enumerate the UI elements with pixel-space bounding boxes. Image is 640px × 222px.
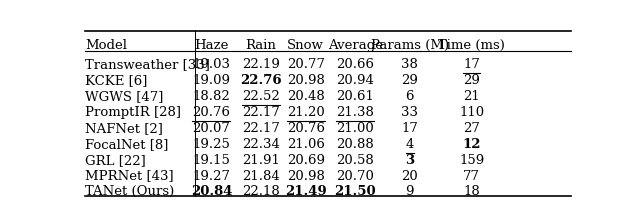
Text: 17: 17 — [463, 58, 480, 71]
Text: 20.58: 20.58 — [337, 154, 374, 167]
Text: 20.88: 20.88 — [337, 138, 374, 151]
Text: 20.76: 20.76 — [193, 106, 230, 119]
Text: 22.18: 22.18 — [242, 185, 280, 198]
Text: 18.82: 18.82 — [193, 90, 230, 103]
Text: 29: 29 — [463, 74, 480, 87]
Text: 20.07: 20.07 — [193, 122, 230, 135]
Text: 21.91: 21.91 — [242, 154, 280, 167]
Text: 19.03: 19.03 — [193, 58, 230, 71]
Text: FocalNet [8]: FocalNet [8] — [85, 138, 168, 151]
Text: 20.48: 20.48 — [287, 90, 324, 103]
Text: NAFNet [2]: NAFNet [2] — [85, 122, 163, 135]
Text: 22.34: 22.34 — [242, 138, 280, 151]
Text: 159: 159 — [460, 154, 484, 167]
Text: 19.25: 19.25 — [193, 138, 230, 151]
Text: Average: Average — [328, 39, 383, 52]
Text: Snow: Snow — [287, 39, 324, 52]
Text: 20.77: 20.77 — [287, 58, 324, 71]
Text: 20.61: 20.61 — [337, 90, 374, 103]
Text: 9: 9 — [406, 185, 414, 198]
Text: WGWS [47]: WGWS [47] — [85, 90, 163, 103]
Text: 20.70: 20.70 — [337, 170, 374, 182]
Text: 20: 20 — [401, 170, 418, 182]
Text: 4: 4 — [406, 138, 414, 151]
Text: 21.49: 21.49 — [285, 185, 326, 198]
Text: 21.50: 21.50 — [335, 185, 376, 198]
Text: 110: 110 — [460, 106, 484, 119]
Text: KCKE [6]: KCKE [6] — [85, 74, 147, 87]
Text: 19.09: 19.09 — [193, 74, 230, 87]
Text: 22.76: 22.76 — [240, 74, 282, 87]
Text: Model: Model — [85, 39, 127, 52]
Text: 3: 3 — [405, 154, 415, 167]
Text: 18: 18 — [463, 185, 480, 198]
Text: 77: 77 — [463, 170, 481, 182]
Text: 17: 17 — [401, 122, 419, 135]
Text: 20.98: 20.98 — [287, 74, 324, 87]
Text: 22.19: 22.19 — [242, 58, 280, 71]
Text: 22.52: 22.52 — [242, 90, 280, 103]
Text: Time (ms): Time (ms) — [438, 39, 505, 52]
Text: 21.38: 21.38 — [337, 106, 374, 119]
Text: 20.84: 20.84 — [191, 185, 232, 198]
Text: 19.27: 19.27 — [193, 170, 230, 182]
Text: Haze: Haze — [195, 39, 228, 52]
Text: 12: 12 — [463, 138, 481, 151]
Text: PromptIR [28]: PromptIR [28] — [85, 106, 181, 119]
Text: 20.69: 20.69 — [287, 154, 324, 167]
Text: 20.76: 20.76 — [287, 122, 324, 135]
Text: 22.17: 22.17 — [242, 122, 280, 135]
Text: 21: 21 — [463, 90, 480, 103]
Text: 20.94: 20.94 — [337, 74, 374, 87]
Text: Params (M): Params (M) — [371, 39, 449, 52]
Text: 21.20: 21.20 — [287, 106, 324, 119]
Text: TANet (Ours): TANet (Ours) — [85, 185, 174, 198]
Text: MPRNet [43]: MPRNet [43] — [85, 170, 173, 182]
Text: 20.66: 20.66 — [336, 58, 374, 71]
Text: 29: 29 — [401, 74, 419, 87]
Text: 38: 38 — [401, 58, 419, 71]
Text: 6: 6 — [406, 90, 414, 103]
Text: Transweather [33]: Transweather [33] — [85, 58, 210, 71]
Text: 20.98: 20.98 — [287, 170, 324, 182]
Text: 27: 27 — [463, 122, 480, 135]
Text: 21.06: 21.06 — [287, 138, 324, 151]
Text: GRL [22]: GRL [22] — [85, 154, 146, 167]
Text: 19.15: 19.15 — [193, 154, 230, 167]
Text: 21.84: 21.84 — [242, 170, 280, 182]
Text: 33: 33 — [401, 106, 419, 119]
Text: Rain: Rain — [246, 39, 276, 52]
Text: 21.00: 21.00 — [337, 122, 374, 135]
Text: 22.17: 22.17 — [242, 106, 280, 119]
